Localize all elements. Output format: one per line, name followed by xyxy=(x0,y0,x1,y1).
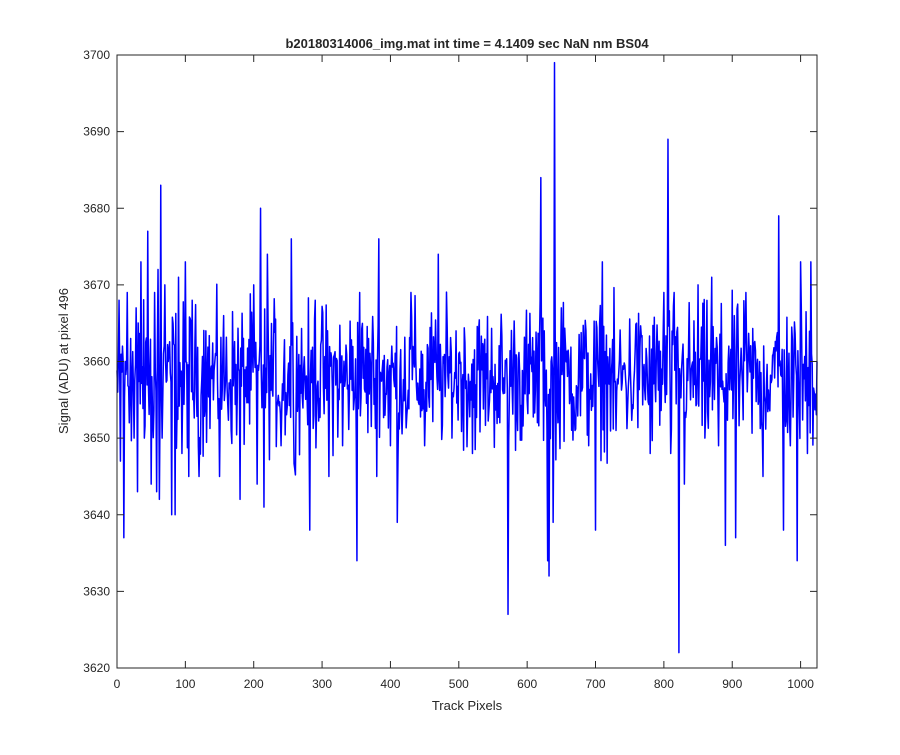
x-axis-label: Track Pixels xyxy=(432,698,503,713)
y-axis-label: Signal (ADU) at pixel 496 xyxy=(56,288,71,434)
x-tick-label: 900 xyxy=(722,677,742,691)
x-tick-label: 800 xyxy=(654,677,674,691)
y-tick-label: 3670 xyxy=(83,278,110,292)
x-axis-ticks: 0 100 200 300 400 500 600 700 800 900 1000 xyxy=(114,55,814,691)
x-tick-label: 400 xyxy=(380,677,400,691)
x-tick-label: 500 xyxy=(449,677,469,691)
signal-series-line xyxy=(116,61,818,654)
x-tick-label: 600 xyxy=(517,677,537,691)
x-tick-label: 1000 xyxy=(787,677,814,691)
x-tick-label: 200 xyxy=(244,677,264,691)
x-tick-label: 0 xyxy=(114,677,121,691)
y-tick-label: 3620 xyxy=(83,661,110,675)
y-tick-label: 3640 xyxy=(83,508,110,522)
y-tick-label: 3630 xyxy=(83,584,110,598)
x-tick-label: 100 xyxy=(175,677,195,691)
y-tick-label: 3700 xyxy=(83,48,110,62)
y-tick-label: 3680 xyxy=(83,201,110,215)
y-tick-label: 3660 xyxy=(83,355,110,369)
chart-title: b20180314006_img.mat int time = 4.1409 s… xyxy=(285,36,649,51)
y-axis-ticks: 3620 3630 3640 3650 3660 3670 3680 3690 3700 xyxy=(83,48,817,675)
x-tick-label: 700 xyxy=(586,677,606,691)
x-tick-label: 300 xyxy=(312,677,332,691)
series-layer xyxy=(116,61,818,654)
y-tick-label: 3650 xyxy=(83,431,110,445)
y-tick-label: 3690 xyxy=(83,125,110,139)
